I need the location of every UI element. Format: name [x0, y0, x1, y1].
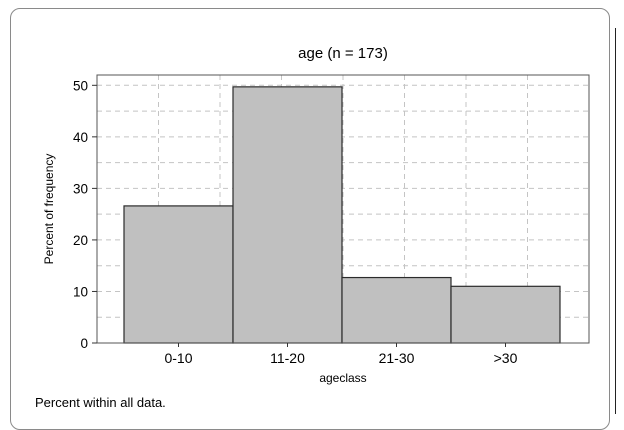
x-tick-label: >30 — [494, 350, 518, 366]
bar->30 — [451, 286, 560, 343]
x-axis-label: ageclass — [319, 371, 366, 385]
x-tick-label: 11-20 — [270, 350, 305, 366]
y-tick-label: 30 — [73, 181, 88, 196]
chart-title: age (n = 173) — [298, 45, 388, 62]
y-axis-label: Percent of frequency — [42, 154, 56, 265]
y-tick-label: 20 — [73, 233, 88, 248]
bars — [124, 87, 560, 343]
y-tick-label: 50 — [73, 78, 88, 93]
footnote: Percent within all data. — [35, 395, 166, 410]
bar-21-30 — [342, 278, 451, 343]
y-tick-label: 0 — [80, 336, 88, 351]
x-tick-label: 21-30 — [379, 350, 415, 366]
y-tick-label: 40 — [73, 130, 88, 145]
bar-0-10 — [124, 206, 233, 343]
x-tick-label: 0-10 — [164, 350, 192, 366]
histogram-chart: 0-10 11-20 21-30 >30 0 10 20 30 40 50 age (n = 17… — [0, 0, 624, 414]
bar-11-20 — [233, 87, 342, 343]
y-tick-label: 10 — [73, 284, 88, 299]
